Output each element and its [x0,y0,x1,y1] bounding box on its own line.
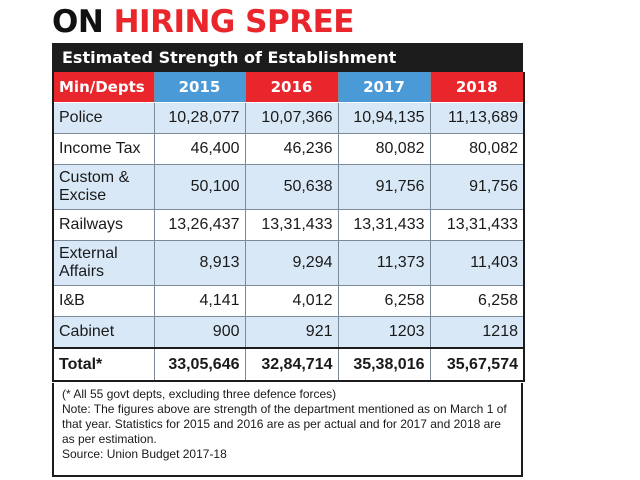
cell-2016: 4,012 [245,285,339,317]
cell-2015: 13,26,437 [154,209,246,241]
cell-2016: 921 [245,316,339,349]
table-row-police: Police 10,28,077 10,07,366 10,94,135 11,… [53,102,525,134]
table-title: Estimated Strength of Establishment [52,43,523,72]
cell-2017: 91,756 [338,164,431,210]
column-header-2017: 2017 [338,72,431,103]
cell-total-2015: 33,05,646 [154,347,246,382]
cell-2017: 13,31,433 [338,209,431,241]
cell-dept: Railways [53,209,155,241]
cell-2018: 91,756 [430,164,525,210]
table-row-cabinet: Cabinet 900 921 1203 1218 [53,316,525,349]
cell-dept: Income Tax [53,133,155,165]
cell-2018: 80,082 [430,133,525,165]
cell-2016: 13,31,433 [245,209,339,241]
note-text: Note: The figures above are strength of … [62,402,507,446]
table-row-i-and-b: I&B 4,141 4,012 6,258 6,258 [53,285,525,317]
cell-2016: 9,294 [245,240,339,286]
cell-total-2018: 35,67,574 [430,347,525,382]
cell-dept: I&B [53,285,155,317]
cell-2018: 11,403 [430,240,525,286]
headline-part-on: ON [52,4,114,40]
source-text: Source: Union Budget 2017-18 [62,447,227,461]
cell-dept: External Affairs [53,240,155,286]
cell-dept: Cabinet [53,316,155,349]
headline-part-hiring-spree: HIRING SPREE [113,4,355,40]
cell-2018: 6,258 [430,285,525,317]
cell-2015: 10,28,077 [154,102,246,134]
cell-2017: 10,94,135 [338,102,431,134]
cell-2015: 8,913 [154,240,246,286]
cell-2015: 46,400 [154,133,246,165]
cell-total-label: Total* [53,347,155,382]
cell-2018: 11,13,689 [430,102,525,134]
column-header-depts: Min/Depts [53,72,155,103]
column-header-2016: 2016 [245,72,339,103]
cell-2018: 1218 [430,316,525,349]
table-row-custom-excise: Custom & Excise 50,100 50,638 91,756 91,… [53,164,525,210]
column-header-2015: 2015 [154,72,246,103]
cell-2016: 46,236 [245,133,339,165]
cell-2015: 900 [154,316,246,349]
cell-dept: Custom & Excise [53,164,155,210]
table-row-railways: Railways 13,26,437 13,31,433 13,31,433 1… [53,209,525,241]
column-header-2018: 2018 [430,72,525,103]
table-row-external-affairs: External Affairs 8,913 9,294 11,373 11,4… [53,240,525,286]
cell-2015: 50,100 [154,164,246,210]
cell-2017: 1203 [338,316,431,349]
cell-total-2016: 32,84,714 [245,347,339,382]
headline: ON HIRING SPREE [52,2,354,42]
table-row-income-tax: Income Tax 46,400 46,236 80,082 80,082 [53,133,525,165]
table-row-total: Total* 33,05,646 32,84,714 35,38,016 35,… [53,347,525,382]
footnote: (* All 55 govt depts, excluding three de… [62,387,337,401]
cell-2016: 10,07,366 [245,102,339,134]
header-row: Min/Depts 2015 2016 2017 2018 [53,72,525,103]
cell-2016: 50,638 [245,164,339,210]
cell-dept: Police [53,102,155,134]
cell-2018: 13,31,433 [430,209,525,241]
cell-total-2017: 35,38,016 [338,347,431,382]
cell-2017: 80,082 [338,133,431,165]
cell-2015: 4,141 [154,285,246,317]
strength-table: Min/Depts 2015 2016 2017 2018 Police 10,… [52,72,525,382]
notes-box: (* All 55 govt depts, excluding three de… [52,383,523,477]
cell-2017: 11,373 [338,240,431,286]
cell-2017: 6,258 [338,285,431,317]
